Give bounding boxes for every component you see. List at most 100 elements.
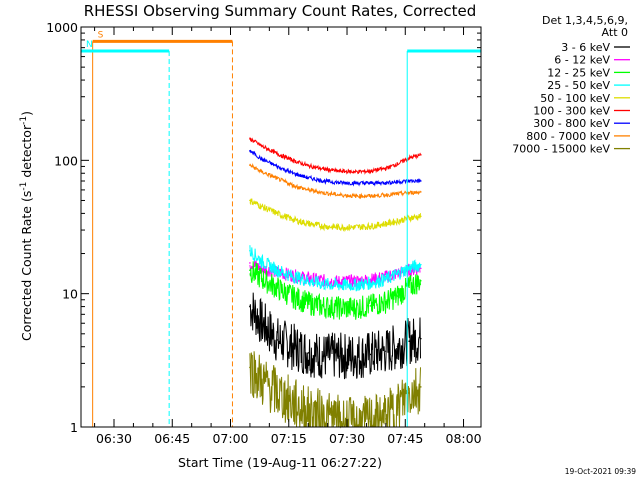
series-0-point-10: [396, 345, 399, 348]
series-8-point-0: [249, 366, 251, 369]
series-4: [249, 198, 422, 233]
legend-header-line-2: Att 0: [602, 26, 628, 39]
series-0-point-8: [369, 353, 372, 356]
y-tick-label-3: 1000: [46, 20, 78, 35]
series-1-point-0: [249, 262, 251, 264]
series-4-point-8: [369, 225, 372, 228]
series-8-point-7: [353, 423, 356, 425]
x-axis-label: Start Time (19-Aug-11 06:27:22): [178, 455, 382, 470]
legend-label-8: 7000 - 15000 keV: [512, 143, 610, 156]
series-4-point-10: [396, 220, 399, 222]
series-5-point-4: [307, 164, 309, 167]
x-tick-label-2: 07:00: [212, 431, 248, 446]
y-tick-label-1: 10: [62, 287, 78, 302]
series-7-point-10: [396, 193, 399, 195]
series-0-point-2: [276, 339, 278, 341]
y-tick-label-0: 1: [70, 420, 78, 435]
x-tick-label-1: 06:45: [154, 431, 190, 446]
series-8: [249, 351, 422, 429]
series-2-point-11: [408, 286, 410, 288]
series-4-point-1: [260, 205, 263, 208]
legend-label-5: 100 - 300 keV: [533, 105, 610, 118]
series-0-point-3: [291, 345, 294, 348]
series-3-point-1: [260, 260, 263, 263]
series-4-point-2: [276, 212, 278, 215]
series-line-2: [249, 261, 421, 320]
series-0-point-1: [260, 322, 263, 325]
y-tick-label-2: 100: [54, 153, 78, 168]
series-4-point-4: [307, 222, 309, 225]
series-4-point-0: [249, 199, 251, 202]
series-2-point-0: [249, 269, 251, 271]
series-8-point-11: [408, 392, 410, 394]
legend-label-4: 50 - 100 keV: [540, 92, 610, 105]
series-4-point-3: [291, 218, 294, 221]
series-6-point-5: [322, 180, 325, 182]
series-3-point-10: [396, 273, 399, 275]
series-8-point-2: [276, 392, 278, 394]
series-8-point-1: [260, 380, 263, 383]
x-tick-label-3: 07:15: [271, 431, 307, 446]
series-5-point-7: [353, 171, 356, 173]
series-7-point-4: [307, 189, 309, 191]
series-7-point-6: [338, 194, 341, 196]
series-7-point-3: [291, 184, 294, 187]
series-7-point-1: [260, 171, 263, 173]
series-7-point-11: [408, 192, 410, 194]
series-line-7: [249, 163, 421, 200]
series-0-point-7: [353, 355, 356, 357]
series-4-point-5: [322, 225, 325, 228]
series-2: [249, 261, 422, 320]
series-8-point-12: [420, 386, 422, 388]
series-4-point-9: [385, 222, 387, 225]
marker-label-0: S: [98, 30, 104, 40]
series-2-point-7: [353, 307, 356, 309]
series-line-5: [249, 137, 421, 175]
series-7-point-12: [420, 191, 422, 193]
x-tick-label-5: 07:45: [387, 431, 423, 446]
series-3-point-5: [322, 283, 325, 285]
legend-label-3: 25 - 50 keV: [547, 79, 610, 92]
series-1-point-6: [338, 280, 341, 283]
series-8-point-5: [322, 415, 325, 418]
series-7-point-7: [353, 195, 356, 197]
series-6-point-7: [353, 182, 356, 184]
series-4-point-11: [408, 217, 410, 219]
axis-layer: 06:30 06:45 07:00 07:15 07:30 07:45 08:00 1 10 10…: [46, 20, 481, 446]
series-5-point-5: [322, 168, 325, 170]
series-8-point-3: [291, 402, 294, 405]
series-7-point-9: [385, 194, 387, 196]
series-5-point-10: [396, 163, 399, 165]
series-2-point-8: [369, 305, 372, 307]
series-3-point-11: [408, 267, 410, 270]
series-8-point-8: [369, 420, 372, 423]
markers: SN: [80, 30, 482, 427]
series-5: [249, 137, 422, 175]
series-6-point-6: [338, 181, 341, 184]
series-2-point-5: [322, 305, 325, 308]
series-6-point-2: [276, 165, 278, 168]
series-6-point-1: [260, 158, 263, 160]
x-tick-label-6: 08:00: [446, 431, 482, 446]
series-5-point-9: [385, 167, 387, 170]
plot-frame: [80, 26, 482, 428]
series-line-8: [249, 351, 421, 429]
series-5-point-2: [276, 152, 278, 155]
series-6-point-9: [385, 181, 387, 184]
series-7-point-0: [249, 164, 251, 166]
series-0-point-5: [322, 355, 325, 357]
x-tick-label-4: 07:30: [329, 431, 365, 446]
chart-title: RHESSI Observing Summary Count Rates, Co…: [84, 2, 477, 20]
data-layer: SN: [80, 30, 482, 429]
series-5-point-1: [260, 145, 263, 147]
series-0-point-11: [408, 340, 410, 343]
series-0-point-12: [420, 337, 422, 340]
series-7-point-5: [322, 192, 325, 194]
series-6-point-8: [369, 182, 372, 184]
series-2-point-3: [291, 295, 294, 298]
series-6-point-11: [408, 180, 410, 182]
series-3: [249, 245, 422, 292]
series-2-point-9: [385, 300, 387, 303]
x-tick-label-0: 06:30: [96, 431, 132, 446]
